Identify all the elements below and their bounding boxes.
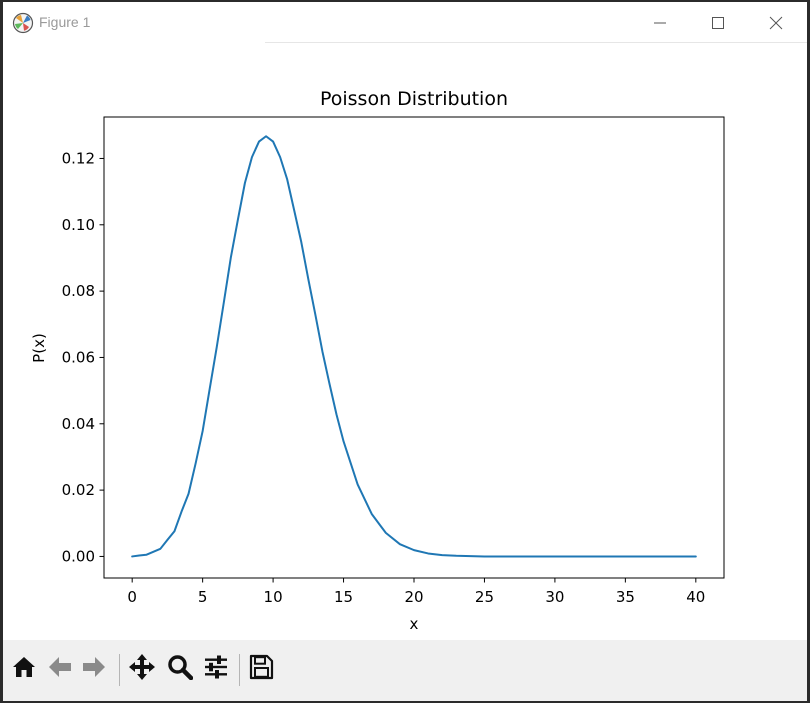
window-title: Figure 1 <box>39 14 91 30</box>
move-icon <box>128 653 156 685</box>
close-icon <box>769 16 783 30</box>
title-bar[interactable]: Figure 1 <box>3 2 807 44</box>
y-tick-label: 0.06 <box>62 348 95 366</box>
sliders-icon <box>203 654 229 684</box>
y-tick-label: 0.04 <box>62 415 95 433</box>
y-tick-label: 0.08 <box>62 282 95 300</box>
axes-frame <box>103 116 725 579</box>
x-axis-label: x <box>410 615 419 633</box>
save-button[interactable] <box>244 652 278 686</box>
magnifier-icon <box>167 654 194 684</box>
forward-button[interactable] <box>77 652 111 686</box>
back-button[interactable] <box>43 652 77 686</box>
y-axis: 0.00 0.02 0.04 0.06 0.08 0.10 0.12 <box>62 149 104 565</box>
plot-area <box>131 135 697 558</box>
close-button[interactable] <box>747 2 805 44</box>
x-tick-label: 30 <box>545 588 564 606</box>
zoom-button[interactable] <box>163 652 197 686</box>
x-tick-label: 5 <box>198 588 208 606</box>
chart-svg: Poisson Distribution 0 5 10 15 20 25 30 35 40 0.… <box>30 88 725 633</box>
minimize-button[interactable] <box>631 2 689 44</box>
y-axis-label: P(x) <box>30 333 48 363</box>
floppy-disk-icon <box>248 654 274 684</box>
figure-canvas[interactable]: Poisson Distribution 0 5 10 15 20 25 30 35 40 0.… <box>3 44 807 640</box>
x-tick-label: 35 <box>616 588 635 606</box>
x-tick-label: 40 <box>686 588 705 606</box>
home-button[interactable] <box>7 652 41 686</box>
x-tick-label: 15 <box>334 588 353 606</box>
maximize-button[interactable] <box>689 2 747 44</box>
series-line <box>131 135 697 558</box>
toolbar-separator <box>239 654 240 686</box>
y-tick-label: 0.00 <box>62 547 95 565</box>
matplotlib-icon <box>12 12 34 34</box>
x-tick-label: 0 <box>127 588 137 606</box>
arrow-right-icon <box>81 654 107 684</box>
x-tick-label: 10 <box>264 588 283 606</box>
arrow-left-icon <box>47 654 73 684</box>
toolbar-separator <box>119 654 120 686</box>
chart-title: Poisson Distribution <box>320 88 508 110</box>
navigation-toolbar <box>3 640 807 701</box>
y-tick-label: 0.10 <box>62 216 95 234</box>
y-tick-label: 0.02 <box>62 481 95 499</box>
x-tick-label: 20 <box>404 588 423 606</box>
maximize-icon <box>712 17 724 29</box>
y-tick-label: 0.12 <box>62 149 95 167</box>
pan-button[interactable] <box>125 652 159 686</box>
minimize-icon <box>654 17 666 29</box>
x-axis: 0 5 10 15 20 25 30 35 40 <box>127 578 705 606</box>
configure-subplots-button[interactable] <box>199 652 233 686</box>
title-bar-divider <box>265 42 807 43</box>
home-icon <box>11 654 37 684</box>
x-tick-label: 25 <box>475 588 494 606</box>
